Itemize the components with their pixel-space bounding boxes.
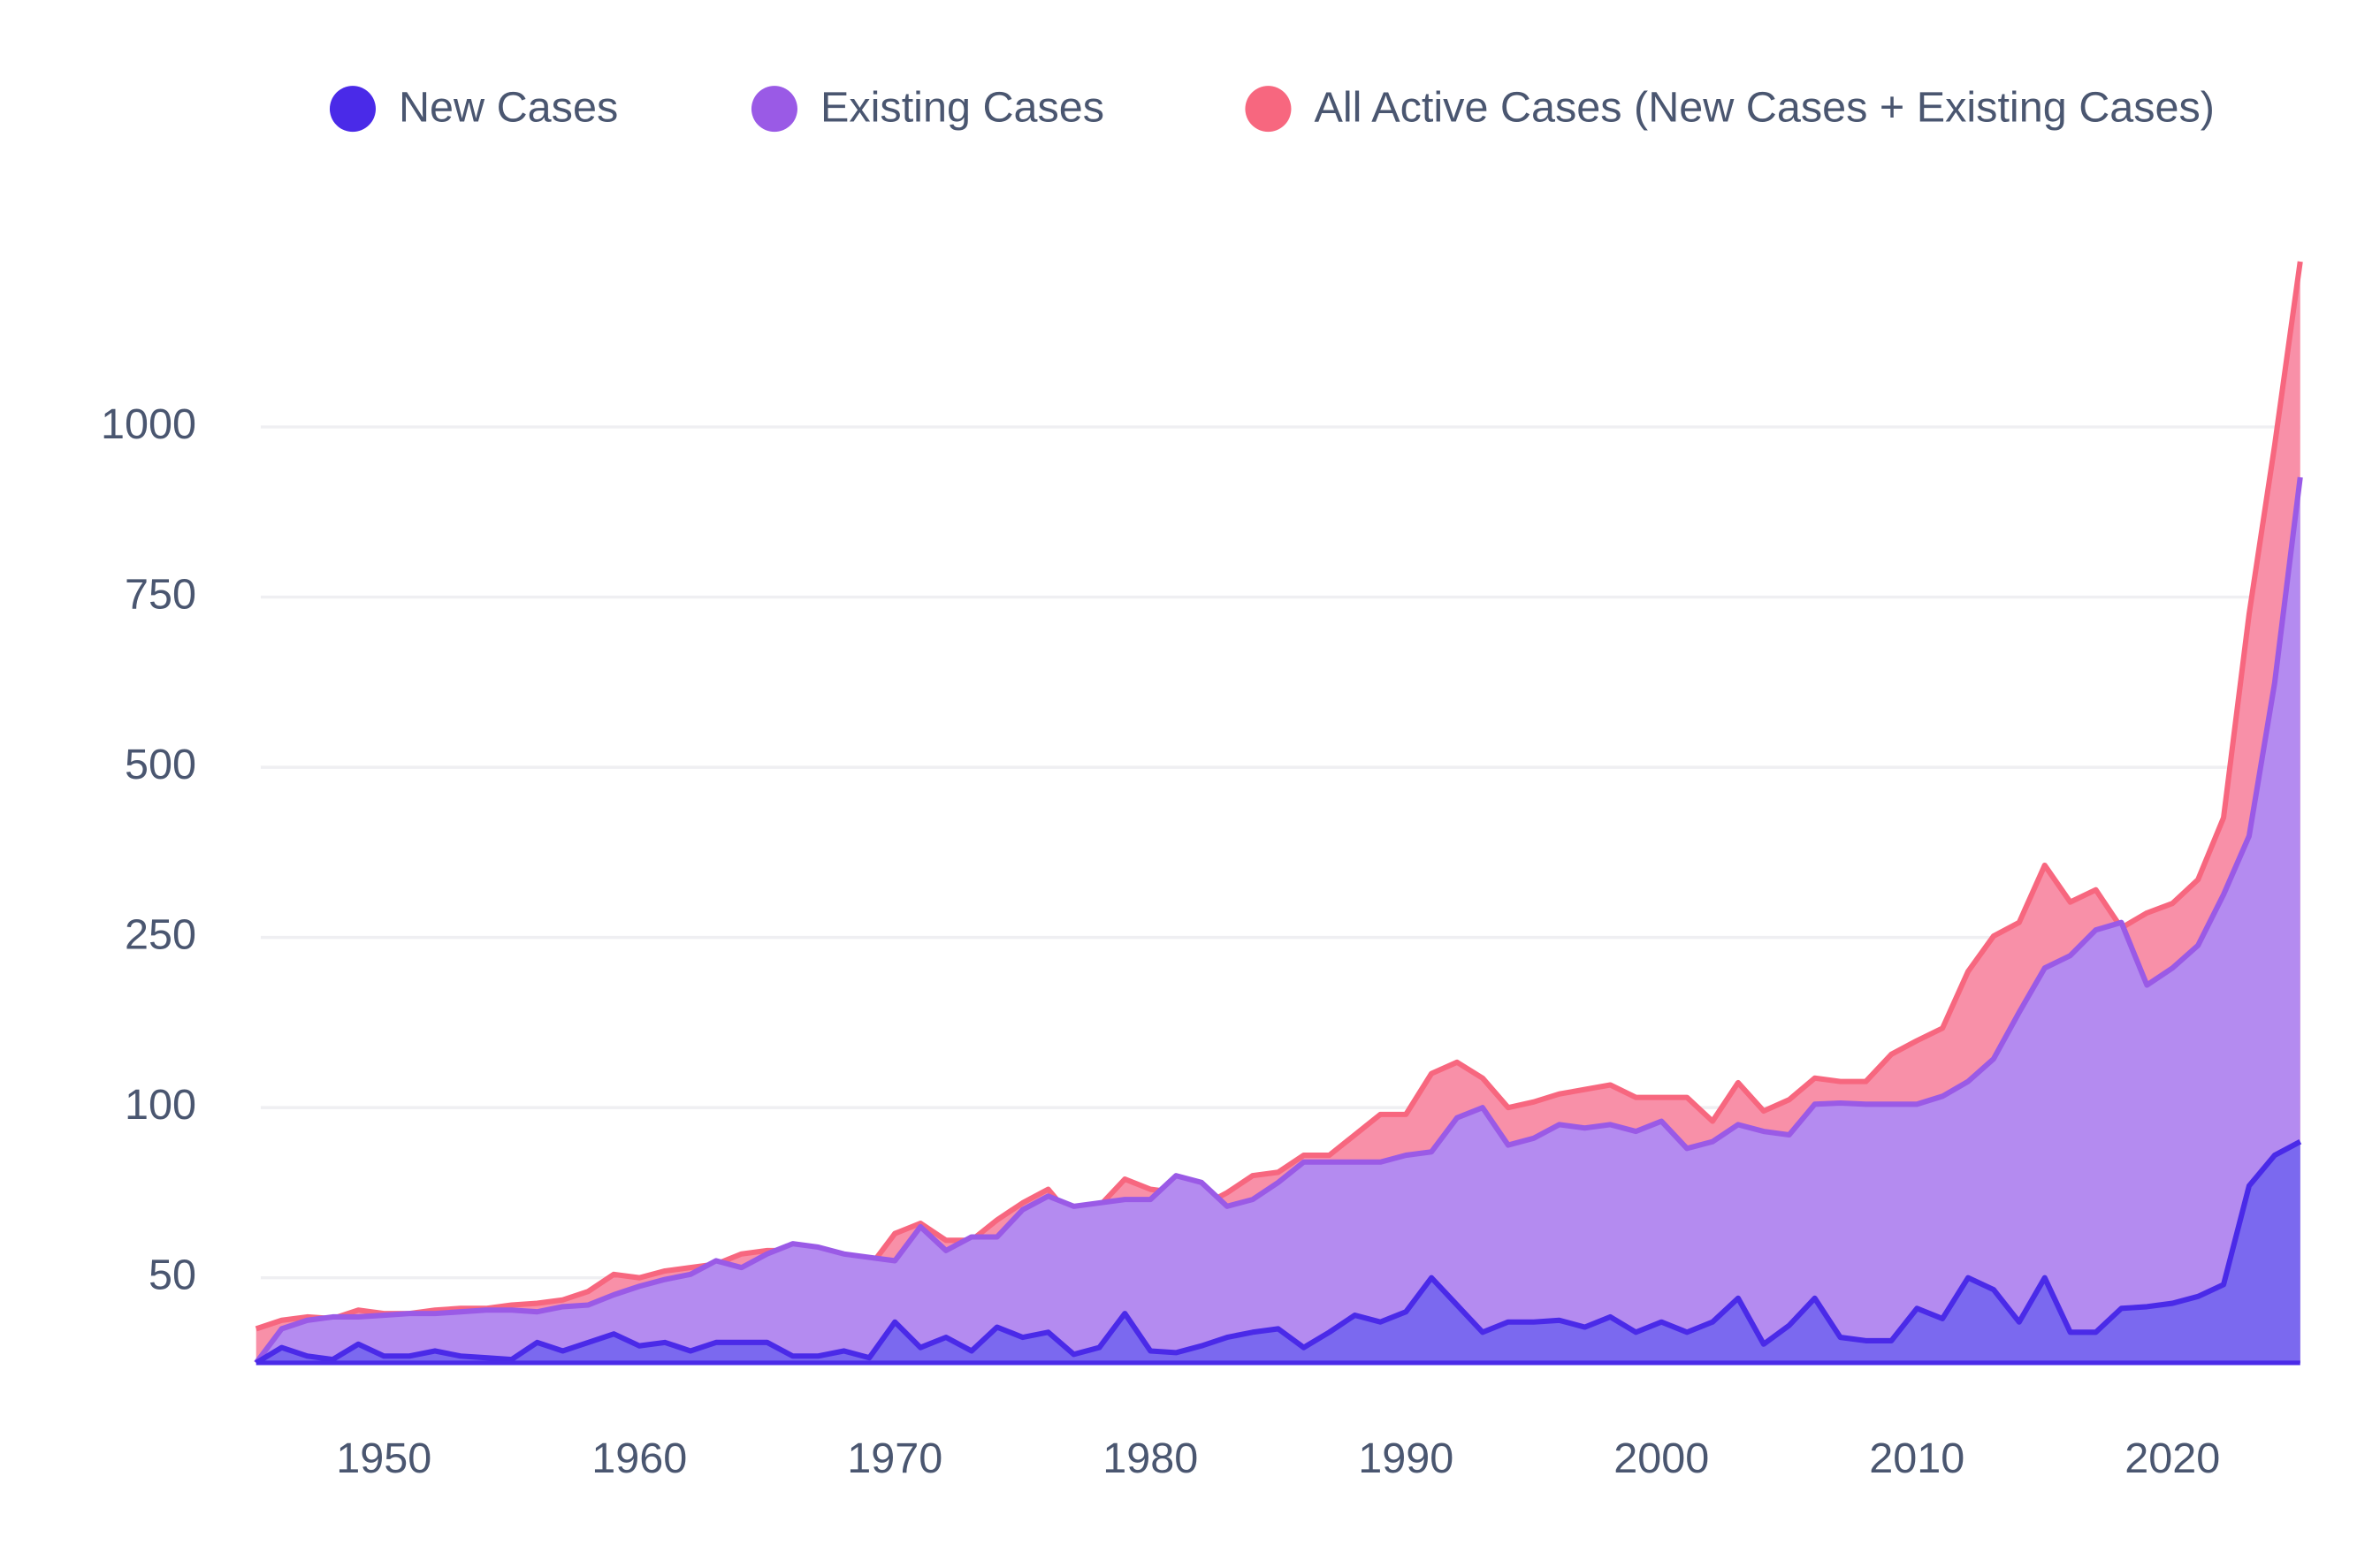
y-tick-label: 750 — [125, 570, 196, 618]
x-tick-label: 2000 — [1613, 1434, 1709, 1482]
x-tick-label: 1980 — [1102, 1434, 1198, 1482]
y-tick-label: 500 — [125, 741, 196, 788]
area-line — [255, 261, 2303, 1332]
legend-item: New Cases — [329, 84, 618, 133]
legend-swatch — [1245, 86, 1292, 133]
legend-item: All Active Cases (New Cases + Existing C… — [1245, 84, 2215, 133]
y-tick-label: 1000 — [101, 400, 196, 448]
legend-label: Existing Cases — [820, 84, 1104, 132]
x-tick-label: 1970 — [847, 1434, 942, 1482]
legend-swatch — [329, 86, 376, 133]
area-line — [255, 1138, 2302, 1366]
legend-item: Existing Cases — [751, 84, 1104, 133]
x-tick-label: 1950 — [336, 1434, 431, 1482]
legend-swatch — [751, 86, 797, 133]
x-tick-label: 2020 — [2124, 1434, 2220, 1482]
y-tick-label: 100 — [125, 1081, 196, 1129]
area-fill — [256, 1141, 2300, 1363]
area-line — [254, 476, 2303, 1365]
x-tick-label: 1960 — [591, 1434, 687, 1482]
y-tick-label: 250 — [125, 910, 196, 958]
x-tick-label: 1990 — [1358, 1434, 1453, 1482]
area-fill — [256, 477, 2300, 1363]
legend-label: New Cases — [399, 84, 618, 132]
y-tick-label: 50 — [149, 1252, 196, 1299]
x-tick-label: 2010 — [1869, 1434, 1964, 1482]
legend-label: All Active Cases (New Cases + Existing C… — [1314, 84, 2215, 132]
